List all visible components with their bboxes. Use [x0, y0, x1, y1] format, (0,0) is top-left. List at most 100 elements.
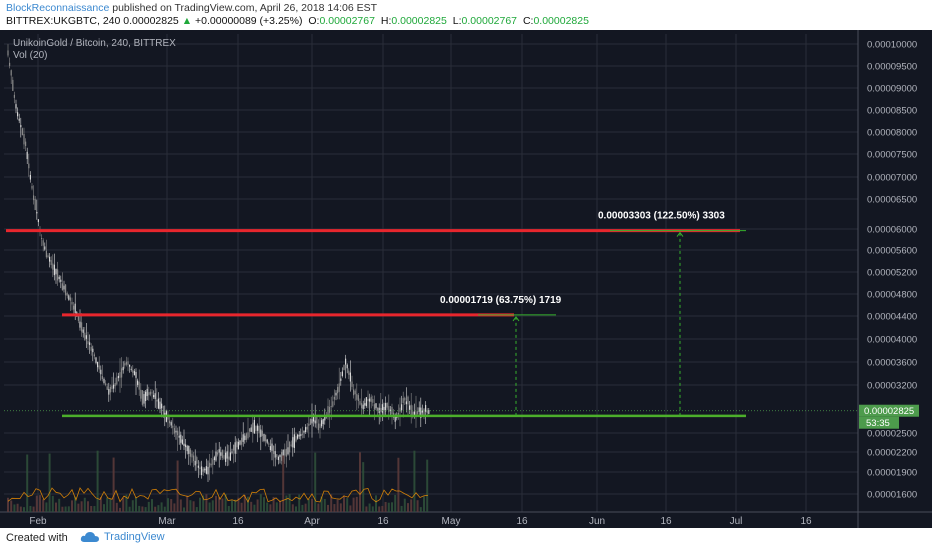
candle-body [29, 175, 31, 180]
time-tick-label: Jul [730, 516, 743, 527]
candle-body [69, 297, 71, 301]
volume-bar [413, 450, 416, 512]
volume-bar [407, 503, 409, 512]
candle-body [295, 436, 297, 442]
volume-bar [218, 497, 221, 512]
time-tick-label: May [442, 516, 461, 527]
candle-body [241, 437, 243, 445]
volume-bar [237, 497, 240, 512]
volume-bar [346, 498, 349, 512]
candle-body [209, 462, 211, 468]
candle-body [244, 435, 246, 441]
volume-bar [99, 496, 102, 512]
candle-body [100, 369, 102, 375]
candle-body [229, 452, 231, 461]
candle-body [281, 452, 283, 461]
chart-area[interactable]: 0.00010000 0.00009500 0.00009000 0.00008500… [0, 30, 932, 528]
candle-body [213, 457, 215, 460]
candle-body [426, 410, 428, 414]
target-2-label: 0.00003303 (122.50%) 3303 [598, 211, 725, 222]
candle-body [217, 452, 219, 455]
volume-bar [115, 502, 118, 512]
volume-bar [42, 499, 45, 512]
volume-bar [339, 503, 342, 512]
candle-body [249, 428, 251, 432]
time-tick-label: 16 [377, 516, 389, 527]
volume-bar [301, 504, 304, 512]
candle-body [341, 371, 343, 376]
candle-body [218, 449, 220, 453]
candle-body [34, 199, 36, 211]
volume-bar [183, 507, 185, 512]
candle-body [311, 419, 313, 424]
candle-body [309, 418, 311, 425]
volume-bar [13, 504, 16, 512]
chart-header: BlockReconnaissance published on Trading… [0, 0, 932, 30]
volume-bar [317, 503, 320, 512]
candle-body [52, 263, 54, 270]
volume-bar [10, 500, 13, 512]
candle-body [317, 423, 319, 431]
volume-bar [240, 502, 243, 512]
candle-body [391, 406, 393, 415]
candle-body [372, 399, 374, 403]
candle-body [197, 465, 199, 468]
candle-body [82, 329, 84, 333]
candle-body [349, 372, 351, 382]
candle-body [258, 425, 260, 434]
price-tick-label: 0.00009000 [867, 84, 917, 95]
candle-body [92, 348, 94, 353]
volume-bar [333, 504, 336, 512]
volume-bar [304, 503, 307, 512]
price-chart[interactable]: 0.00010000 0.00009500 0.00009000 0.00008500… [0, 30, 932, 528]
candle-body [226, 451, 228, 459]
high-label: H: [380, 15, 392, 27]
candle-body [159, 401, 161, 409]
candle-body [409, 405, 411, 410]
volume-bar [323, 498, 326, 512]
volume-bar [151, 499, 153, 512]
volume-bar [23, 507, 25, 512]
candle-body [220, 452, 222, 456]
candle-body [231, 451, 233, 453]
candle-body [74, 303, 76, 314]
candle-body [113, 384, 115, 389]
author-link[interactable]: BlockReconnaissance [6, 2, 110, 14]
publish-line: BlockReconnaissance published on Trading… [6, 2, 377, 15]
volume-bar [426, 459, 429, 512]
tradingview-logo[interactable]: TradingView [80, 531, 165, 543]
candle-body [210, 463, 212, 466]
candle-body [194, 460, 196, 466]
candle-body [156, 399, 158, 402]
candle-body [60, 279, 62, 282]
candle-body [268, 443, 270, 445]
candle-body [58, 276, 60, 280]
volume-bar [87, 501, 89, 512]
volume-bar [400, 505, 403, 512]
candle-body [413, 411, 415, 417]
candle-body [252, 422, 254, 433]
volume-bar [263, 497, 265, 512]
candle-body [178, 435, 180, 438]
volume-bar [147, 501, 150, 512]
volume-bar [80, 501, 83, 512]
candle-body [106, 386, 108, 390]
candle-body [57, 269, 59, 281]
volume-bar [141, 506, 144, 512]
price-tick-label: 0.00010000 [867, 40, 917, 51]
candle-body [189, 449, 191, 457]
candle-body [397, 412, 399, 415]
candle-body [428, 410, 430, 414]
candle-body [188, 445, 190, 454]
candle-body [143, 394, 145, 404]
time-tick-label: 16 [516, 516, 528, 527]
volume-bar [365, 506, 368, 512]
candle-body [386, 402, 388, 408]
candle-body [63, 285, 65, 290]
candle-body [285, 448, 287, 457]
candle-body [137, 380, 139, 385]
volume-bar [298, 494, 301, 512]
price-tick-label: 0.00007500 [867, 150, 917, 161]
candle-body [207, 466, 209, 475]
candle-body [140, 389, 142, 399]
